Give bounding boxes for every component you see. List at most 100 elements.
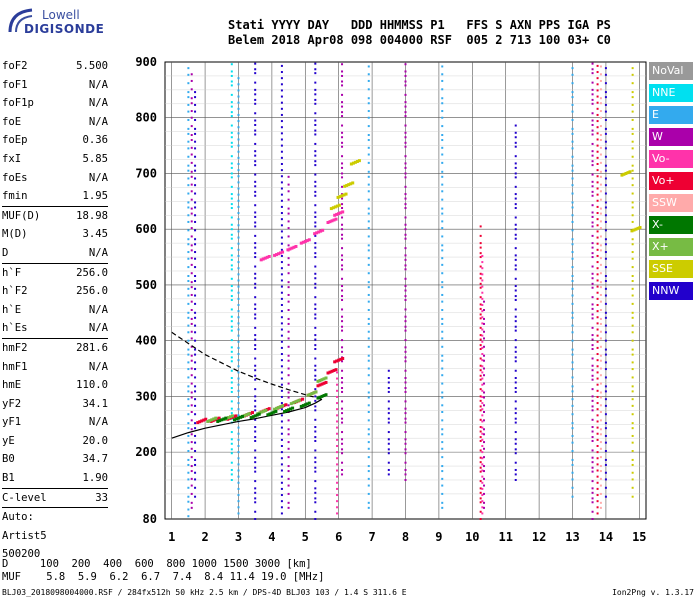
echo-noise-dot [596,438,599,441]
echo-noise-dot [631,495,634,498]
echo-noise-dot [441,257,444,260]
echo-noise-dot [341,329,344,332]
x-tick-label: 3 [235,530,242,544]
echo-noise-dot [280,328,283,331]
echo-noise-dot [596,77,599,80]
echo-noise-dot [591,470,594,473]
echo-noise-dot [230,376,233,379]
echo-noise-dot [190,139,193,142]
echo-noise-dot [367,396,370,399]
echo-noise-dot [441,330,444,333]
echo-noise-dot [336,481,339,484]
echo-noise-dot [230,308,233,311]
echo-trace-point [274,409,278,413]
param-name: foF1 [2,78,28,91]
param-value: 34.7 [82,453,108,466]
echo-noise-dot [230,145,233,148]
echo-noise-dot [571,339,574,342]
profile-curve [171,398,323,439]
echo-noise-dot [194,463,197,466]
echo-noise-dot [314,374,317,377]
echo-noise-dot [230,412,233,415]
param-value: N/A [88,171,108,184]
echo-trace-point [349,162,353,166]
echo-noise-dot [631,201,634,204]
echo-noise-dot [604,82,607,85]
echo-noise-dot [599,88,602,91]
version-label: Ion2Png v. 1.3.17 [612,588,694,597]
echo-noise-dot [237,205,240,208]
echo-noise-dot [237,353,240,356]
y-tick-label: 400 [135,334,157,348]
echo-noise-dot [336,408,339,411]
echo-noise-dot [631,251,634,254]
echo-noise-dot [314,102,317,105]
echo-noise-dot [596,169,599,172]
echo-noise-dot [404,247,407,250]
echo-noise-dot [591,348,594,351]
echo-noise-dot [254,466,257,469]
echo-noise-dot [314,409,317,412]
echo-noise-dot [591,150,594,153]
echo-noise-dot [367,300,370,303]
echo-noise-dot [194,413,197,416]
echo-noise-dot [194,331,197,334]
echo-noise-dot [404,80,407,83]
echo-trace-point [630,229,634,233]
echo-noise-dot [481,383,484,386]
echo-noise-dot [404,387,407,390]
echo-noise-dot [194,140,197,143]
echo-noise-dot [254,449,257,452]
x-tick-label: 14 [599,530,613,544]
echo-noise-dot [604,348,607,351]
echo-noise-dot [571,353,574,356]
echo-noise-dot [194,201,197,204]
echo-noise-dot [280,444,283,447]
legend-item-noval: NoVal [649,62,693,80]
echo-noise-dot [591,221,594,224]
echo-noise-dot [596,273,599,276]
echo-trace-point [329,207,333,211]
echo-trace-point [285,409,289,413]
echo-noise-dot [287,465,290,468]
echo-noise-dot [237,377,240,380]
echo-noise-dot [187,96,190,99]
echo-noise-dot [254,150,257,153]
echo-noise-dot [591,436,594,439]
echo-noise-dot [341,295,344,298]
echo-noise-dot [254,369,257,372]
echo-noise-dot [596,432,599,435]
echo-noise-dot [314,518,317,520]
echo-noise-dot [287,175,290,178]
echo-noise-dot [441,396,444,399]
echo-noise-dot [230,155,233,158]
echo-noise-dot [194,450,197,453]
echo-noise-dot [571,257,574,260]
echo-noise-dot [314,326,317,329]
echo-noise-dot [367,97,370,100]
echo-noise-dot [190,359,193,362]
echo-noise-dot [314,334,317,337]
param-value: N/A [88,115,108,128]
echo-noise-dot [631,214,634,217]
echo-noise-dot [314,449,317,452]
echo-noise-dot [571,201,574,204]
echo-noise-dot [514,258,517,261]
echo-noise-dot [404,254,407,257]
echo-noise-dot [631,82,634,85]
echo-noise-dot [591,449,594,452]
echo-noise-dot [631,385,634,388]
echo-noise-dot [482,404,485,407]
echo-noise-dot [571,434,574,437]
echo-noise-dot [367,73,370,76]
echo-noise-dot [194,206,197,209]
echo-noise-dot [287,257,290,260]
echo-noise-dot [514,254,517,257]
echo-trace-point [281,404,285,408]
echo-trace-point [259,258,263,262]
param-name: h`F2 [2,285,28,298]
echo-noise-dot [604,471,607,474]
param-name: foEp [2,134,28,147]
echo-trace-point [279,405,283,409]
echo-noise-dot [599,447,602,450]
